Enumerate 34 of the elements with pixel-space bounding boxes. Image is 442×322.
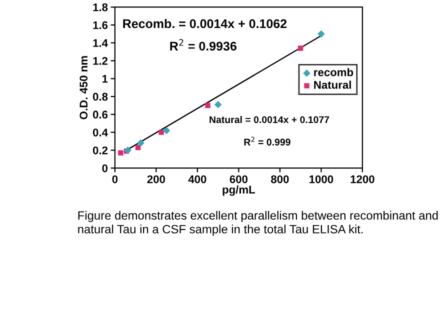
y-axis-title: O.D. 450 nm xyxy=(80,56,88,120)
y-tick-label: 1 xyxy=(102,75,108,83)
point xyxy=(118,150,124,156)
x-tick-label: 600 xyxy=(230,175,248,184)
point xyxy=(318,30,325,38)
x-tick-label: 400 xyxy=(188,175,206,184)
annotation: R$^{2}$ = 0.999 xyxy=(244,136,290,146)
x-axis-title: pg/mL xyxy=(222,185,256,196)
y-tick-label: 0.4 xyxy=(92,128,108,136)
annotation: R$^{2}$ = 0.9936 xyxy=(170,39,236,51)
annotation: Recomb. = 0.0014x + 0.1062 xyxy=(123,18,287,28)
legend-label: Natural xyxy=(314,80,351,89)
y-tick-label: 1.6 xyxy=(93,21,108,30)
x-tick-label: 1200 xyxy=(350,175,374,184)
y-tick-label: 0.2 xyxy=(92,146,108,154)
y-tick-label: 1.8 xyxy=(93,3,108,12)
x-tick-label: 1000 xyxy=(310,175,334,184)
point xyxy=(298,46,304,51)
point xyxy=(214,100,222,108)
y-tick-label: 0.6 xyxy=(92,110,108,119)
x-tick-label: 800 xyxy=(271,175,289,184)
text: Figure demonstrates excellent parallelism between recombinant and natural Tau in a CSF sample in the total Tau ELISA kit. xyxy=(78,210,438,236)
x-tick-label: 0 xyxy=(112,175,118,184)
x-tick-label: 200 xyxy=(147,175,165,184)
y-tick-label: 0.8 xyxy=(92,92,108,101)
legend-label: recomb xyxy=(314,68,354,76)
annotation: Natural = 0.0014x + 0.1077 xyxy=(210,116,330,124)
y-tick-label: 1.2 xyxy=(93,57,108,65)
point xyxy=(137,139,144,147)
point xyxy=(162,126,170,134)
point xyxy=(158,130,164,135)
point xyxy=(205,102,210,108)
y-tick-label: 1.4 xyxy=(93,39,108,47)
y-tick-label: 0 xyxy=(102,164,108,172)
